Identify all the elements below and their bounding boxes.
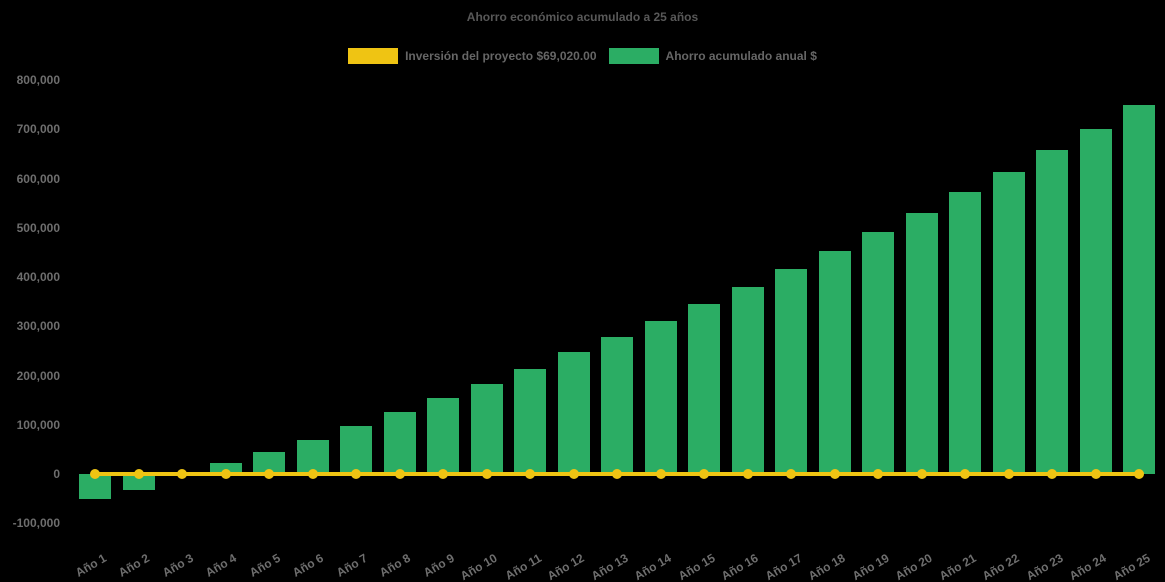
x-axis-category-label: Año 6 — [290, 550, 326, 580]
legend-swatch-ahorro — [608, 48, 659, 64]
investment-line-marker — [612, 469, 622, 479]
investment-line-marker — [699, 469, 709, 479]
y-axis-tick-label: 600,000 — [16, 171, 60, 186]
investment-line-marker — [742, 469, 753, 479]
investment-line-marker — [1134, 469, 1144, 479]
legend-label-ahorro: Ahorro acumulado anual $ — [665, 49, 817, 63]
y-axis-tick-label: 500,000 — [16, 220, 60, 235]
x-axis-category-label: Año 3 — [159, 550, 196, 580]
bar-año-20 — [905, 212, 938, 474]
bar-año-14 — [644, 321, 677, 474]
x-axis-category-label: Año 21 — [936, 550, 979, 582]
x-axis-category-label: Año 19 — [849, 550, 892, 582]
x-axis-category-label: Año 18 — [806, 550, 848, 582]
investment-line-marker — [90, 469, 100, 479]
x-axis-category-label: Año 10 — [458, 550, 500, 582]
bar-año-2 — [122, 474, 155, 490]
x-axis-category-label: Año 16 — [719, 550, 761, 582]
investment-line-marker — [786, 469, 796, 479]
x-axis-category-label: Año 23 — [1023, 550, 1066, 582]
bar-año-7 — [340, 425, 372, 474]
investment-line-marker — [220, 469, 231, 479]
y-axis-tick-label: 300,000 — [16, 319, 60, 334]
investment-line-marker — [307, 469, 318, 479]
x-axis-category-label: Año 7 — [333, 550, 370, 580]
bar-año-22 — [992, 172, 1025, 474]
x-axis-category-label: Año 11 — [502, 550, 544, 582]
bar-año-23 — [1036, 150, 1068, 474]
bar-año-25 — [1123, 105, 1155, 474]
investment-line-marker — [177, 469, 187, 479]
investment-line-marker — [264, 469, 274, 479]
legend: Inversión del proyecto $69,020.00 Ahorro… — [0, 48, 1165, 64]
investment-line-marker — [481, 469, 492, 479]
x-axis-category-label: Año 9 — [420, 550, 457, 580]
y-axis-tick-label: 800,000 — [16, 73, 60, 87]
x-axis-category-label: Año 17 — [762, 550, 805, 582]
bar-año-19 — [862, 231, 894, 474]
y-axis-tick-label: 0 — [53, 467, 60, 481]
x-axis-category-label: Año 4 — [203, 550, 239, 580]
investment-line-marker — [438, 469, 448, 479]
y-axis-tick-label: -100,000 — [12, 516, 60, 531]
investment-line-marker — [1090, 469, 1101, 479]
x-axis-category-label: Año 2 — [116, 550, 152, 580]
legend-item-ahorro: Ahorro acumulado anual $ — [608, 48, 817, 64]
bar-año-9 — [427, 398, 459, 474]
investment-line-marker — [829, 469, 840, 479]
bar-año-10 — [470, 383, 503, 474]
y-axis-tick-label: 200,000 — [16, 368, 60, 383]
investment-line-marker — [655, 469, 666, 479]
x-axis-category-label: Año 14 — [632, 550, 674, 582]
bar-año-11 — [514, 368, 546, 474]
x-axis-category-label: Año 5 — [246, 550, 283, 580]
investment-line-marker — [133, 469, 144, 479]
investment-line-marker — [1003, 469, 1014, 479]
bar-año-18 — [818, 251, 851, 474]
x-axis-category-label: Año 25 — [1110, 550, 1153, 582]
x-axis-category-label: Año 15 — [675, 550, 718, 582]
investment-line-marker — [1047, 469, 1057, 479]
bar-año-21 — [949, 192, 981, 474]
x-axis-category-label: Año 13 — [588, 550, 631, 582]
legend-item-inversion: Inversión del proyecto $69,020.00 — [348, 48, 597, 64]
bar-año-5 — [253, 451, 285, 474]
bar-año-17 — [775, 268, 807, 474]
investment-line-marker — [394, 469, 405, 479]
investment-line-marker — [568, 469, 579, 479]
bar-año-13 — [601, 337, 633, 474]
y-axis-tick-label: 100,000 — [16, 417, 60, 432]
x-axis-category-label: Año 8 — [377, 550, 413, 580]
y-axis-tick-label: 400,000 — [16, 270, 60, 284]
chart-title: Ahorro económico acumulado a 25 años — [466, 10, 699, 24]
investment-line-marker — [916, 469, 927, 479]
bar-año-6 — [296, 439, 329, 474]
legend-label-inversion: Inversión del proyecto $69,020.00 — [405, 49, 597, 63]
x-axis-category-label: Año 12 — [545, 550, 587, 582]
bar-año-4 — [209, 463, 242, 474]
bar-año-12 — [557, 352, 590, 474]
bar-año-16 — [731, 287, 764, 474]
investment-line-marker — [960, 469, 970, 479]
bar-año-24 — [1079, 128, 1112, 474]
investment-line-marker — [351, 469, 361, 479]
investment-line-marker — [525, 469, 535, 479]
x-axis-category-label: Año 1 — [72, 550, 109, 580]
x-axis-category-label: Año 20 — [893, 550, 935, 582]
x-axis-category-label: Año 22 — [980, 550, 1022, 582]
x-axis-category-label: Año 24 — [1067, 550, 1109, 582]
investment-line-marker — [873, 469, 883, 479]
y-axis-tick-label: 700,000 — [16, 122, 60, 137]
bar-año-8 — [383, 411, 416, 474]
legend-swatch-inversion — [348, 48, 399, 64]
bar-año-15 — [688, 303, 720, 474]
